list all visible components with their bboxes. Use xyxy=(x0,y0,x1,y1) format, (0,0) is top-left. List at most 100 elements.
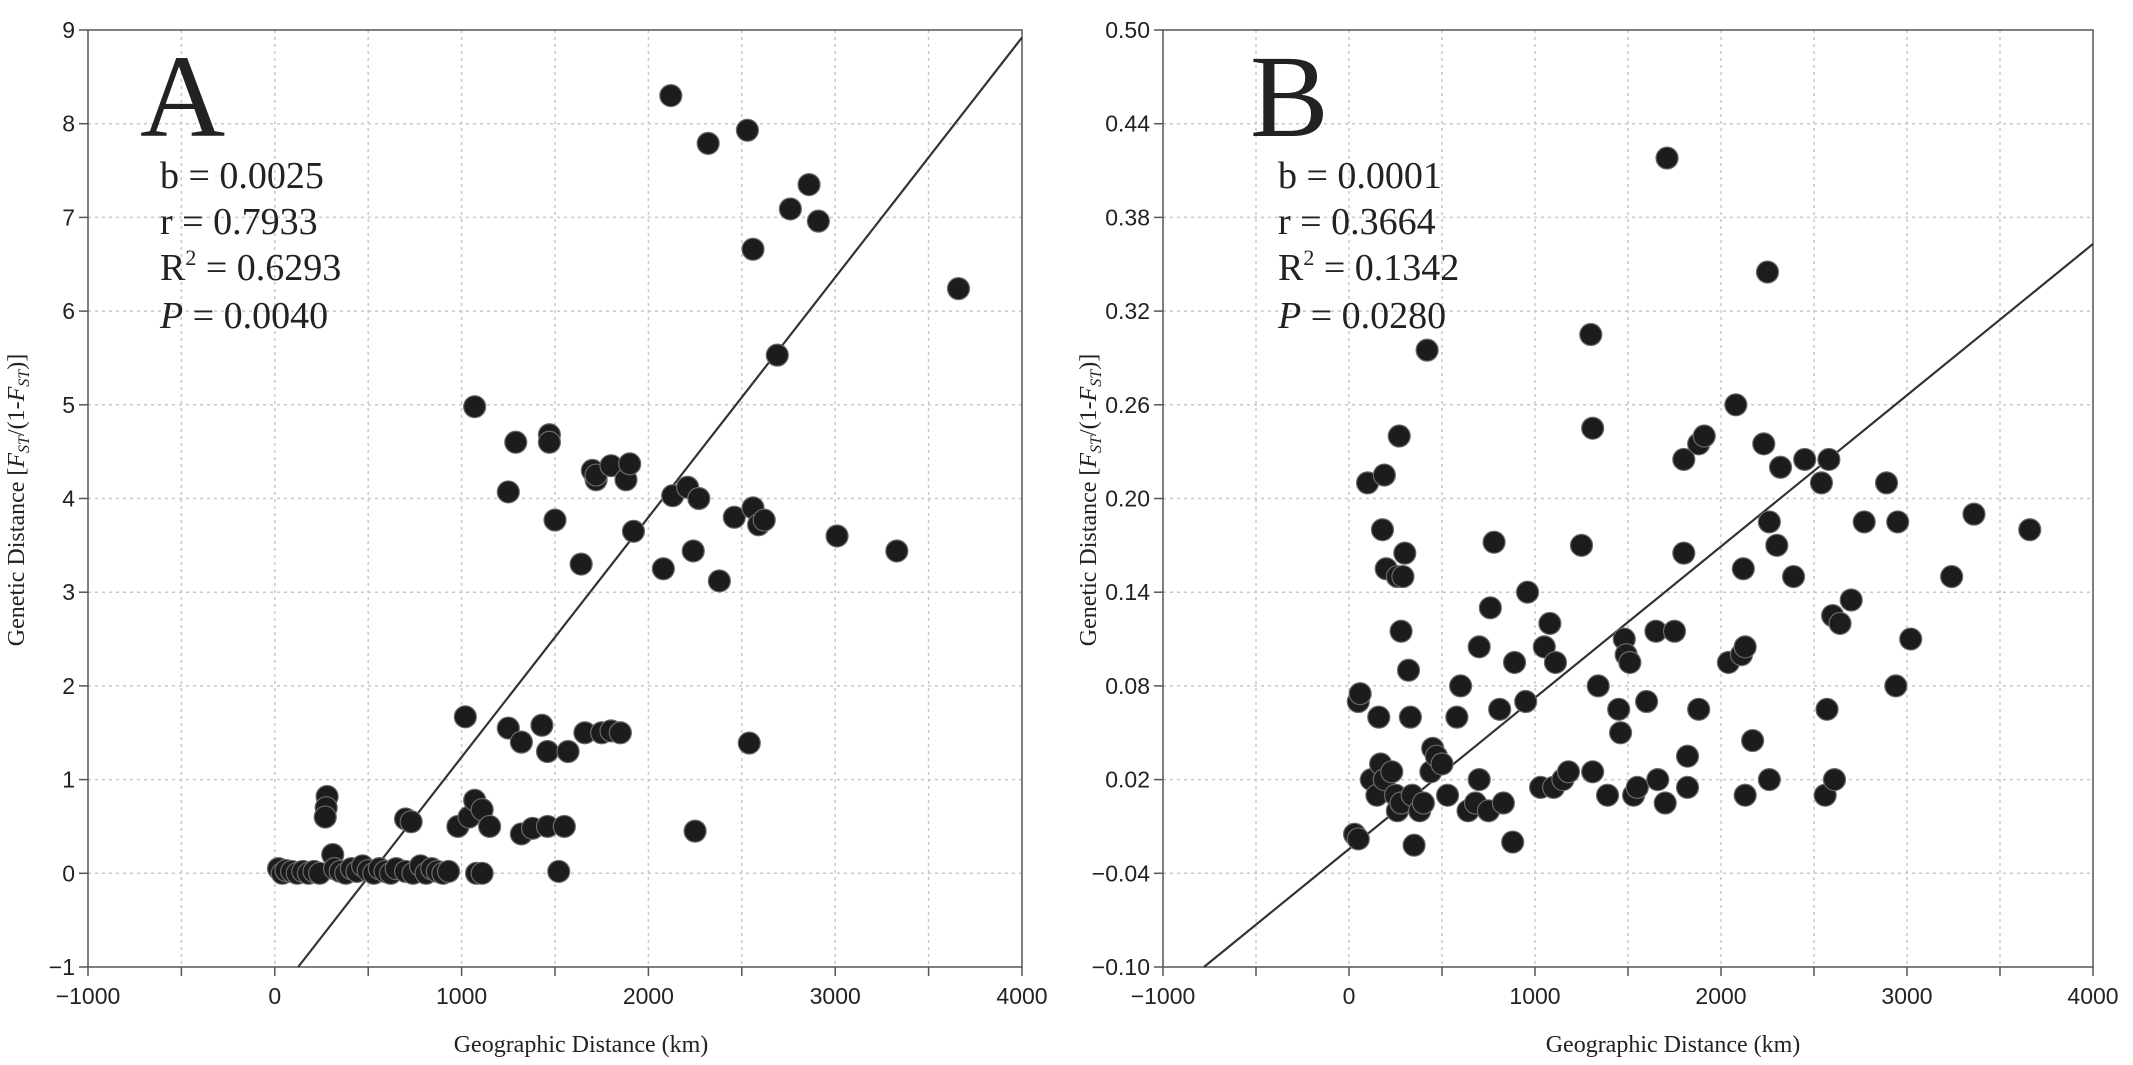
panel-a-axis-ticks: −1000 0 1000 2000 3000 4000 −1 0 1 2 3 4 5 6 7 8 9 xyxy=(49,17,1048,1009)
panel-a-data-point xyxy=(552,814,576,839)
panel-b-data-point xyxy=(1731,557,1755,581)
panel-a-data-point xyxy=(778,197,802,221)
panel-b-y-tick-label: −0.10 xyxy=(1092,954,1150,980)
panel-b-y-tick-label: 0.08 xyxy=(1105,673,1150,699)
panel-b-data-point xyxy=(1662,619,1687,643)
panel-b-y-tick-label: 0.20 xyxy=(1105,486,1150,512)
panel-b-data-point xyxy=(1940,564,1964,589)
panel-b-label: B xyxy=(1250,31,1329,162)
panel-b-data-point xyxy=(1672,541,1696,565)
panel-a-data-point xyxy=(453,705,477,729)
panel-b-data-point xyxy=(1768,455,1793,479)
panel-b-data-point xyxy=(1653,791,1677,815)
panel-b-data-point xyxy=(1569,533,1594,557)
panel-a-data-point xyxy=(504,430,528,454)
panel-a-data-point xyxy=(707,569,731,593)
panel-a-data-point xyxy=(399,810,423,834)
panel-b-stat-p: P = 0.0280 xyxy=(1277,295,1446,337)
panel-b-data-point xyxy=(1478,596,1502,620)
panel-a-data-point xyxy=(885,539,909,563)
panel-b-data-point xyxy=(1538,611,1562,636)
panel-a-y-tick-label: 4 xyxy=(62,486,75,512)
panel-b: −1000 0 1000 2000 3000 4000 −0.10 −0.04 0.02 0.08… xyxy=(1076,17,2119,1058)
panel-a-regression-line xyxy=(297,36,1023,968)
panel-b-y-tick-label: 0.32 xyxy=(1105,298,1150,324)
panel-a-data-point xyxy=(825,524,849,548)
panel-b-data-point xyxy=(1655,146,1679,170)
panel-a-y-tick-label: 2 xyxy=(62,673,75,699)
panel-b-data-point xyxy=(1346,827,1370,851)
panel-b-data-point xyxy=(1733,635,1757,659)
panel-b-data-point xyxy=(1586,674,1610,698)
panel-b-data-point xyxy=(1793,447,1817,472)
panel-a-x-tick-label: 4000 xyxy=(996,983,1047,1009)
panel-b-y-tick-label: 0.38 xyxy=(1105,204,1150,230)
panel-a-x-tick-label: −1000 xyxy=(56,983,121,1009)
panel-a-data-point xyxy=(537,430,561,454)
panel-b-x-tick-label: −1000 xyxy=(1131,983,1196,1009)
panel-a-data-point xyxy=(569,552,593,576)
panel-b-y-tick-label: 0.50 xyxy=(1105,17,1150,43)
panel-b-y-axis-label: Genetic Distance [FST/(1-FST)] xyxy=(1076,354,1105,646)
panel-b-y-tick-label: 0.14 xyxy=(1105,579,1150,605)
panel-b-x-axis-label: Geographic Distance (km) xyxy=(1546,1032,1801,1058)
panel-a-data-point xyxy=(659,83,683,108)
panel-a-data-point xyxy=(946,277,971,301)
panel-a-data-point xyxy=(618,452,642,476)
panel-b-x-tick-label: 1000 xyxy=(1509,983,1560,1009)
panel-b-regression-line xyxy=(1203,243,2094,968)
panel-b-data-point xyxy=(1595,783,1620,807)
panel-b-data-point xyxy=(1757,510,1781,534)
panel-a-stats: b = 0.0025 r = 0.7933 R2 = 0.6293 P = 0.… xyxy=(159,155,341,337)
panel-b-stat-r: r = 0.3664 xyxy=(1278,201,1436,243)
panel-a-stat-r2: R2 = 0.6293 xyxy=(160,245,341,289)
panel-b-data-point xyxy=(1809,471,1834,495)
panel-b-data-point xyxy=(1839,588,1863,612)
panel-a-data-point xyxy=(496,480,520,504)
panel-a-stat-b: b = 0.0025 xyxy=(160,155,324,197)
panel-a: −1000 0 1000 2000 3000 4000 −1 0 1 2 3 4 5 6 7 8 9 A b =… xyxy=(4,17,1048,1058)
panel-b-gridlines xyxy=(1163,30,2093,967)
panel-a-data-point xyxy=(608,721,632,745)
panel-a-data-point xyxy=(436,859,461,884)
panel-a-y-tick-label: 8 xyxy=(62,111,75,137)
panel-a-data-point xyxy=(313,805,337,829)
panel-b-data-point xyxy=(1607,697,1631,721)
panel-a-data-point xyxy=(687,486,711,511)
panel-b-data-point xyxy=(1387,424,1411,448)
panel-b-data-point xyxy=(1672,447,1696,472)
panel-b-axis-ticks: −1000 0 1000 2000 3000 4000 −0.10 −0.04 0.02 0.08… xyxy=(1092,17,2119,1009)
panel-b-data-point xyxy=(1515,580,1540,604)
panel-a-y-tick-label: 6 xyxy=(62,298,75,324)
panel-a-data-point xyxy=(535,739,560,764)
panel-b-data-point xyxy=(1370,518,1395,542)
panel-a-data-point xyxy=(696,131,720,155)
panel-a-x-tick-label: 0 xyxy=(268,983,281,1009)
panel-b-data-point xyxy=(1755,260,1780,284)
panel-a-data-point xyxy=(806,209,830,233)
panel-a-x-axis-label: Geographic Distance (km) xyxy=(454,1032,709,1058)
panel-a-data-point xyxy=(509,730,533,754)
panel-b-data-point xyxy=(1618,650,1642,675)
panel-b-data-point xyxy=(1817,447,1841,472)
panel-b-regression-layer xyxy=(1203,243,2094,968)
panel-b-x-tick-label: 3000 xyxy=(1881,983,1932,1009)
panel-a-x-tick-label: 2000 xyxy=(623,983,674,1009)
panel-b-stats: b = 0.0001 r = 0.3664 R2 = 0.1342 P = 0.… xyxy=(1277,155,1459,337)
panel-b-data-point xyxy=(1752,432,1776,456)
panel-b-data-point xyxy=(1348,682,1372,706)
panel-b-data-point xyxy=(1389,619,1413,643)
panel-b-stat-r2: R2 = 0.1342 xyxy=(1278,245,1459,289)
panel-a-data-point xyxy=(651,557,675,581)
panel-b-points xyxy=(1342,146,2042,857)
panel-b-y-tick-label: 0.02 xyxy=(1105,767,1150,793)
panel-a-data-point xyxy=(797,173,821,197)
panel-a-y-tick-label: −1 xyxy=(49,954,75,980)
panel-b-data-point xyxy=(1765,533,1789,557)
panel-a-y-tick-label: 3 xyxy=(62,579,75,605)
panel-b-data-point xyxy=(1435,783,1460,807)
panel-b-data-point xyxy=(1396,658,1421,682)
panel-a-data-point xyxy=(765,343,789,367)
panel-b-stat-b: b = 0.0001 xyxy=(1278,155,1442,197)
